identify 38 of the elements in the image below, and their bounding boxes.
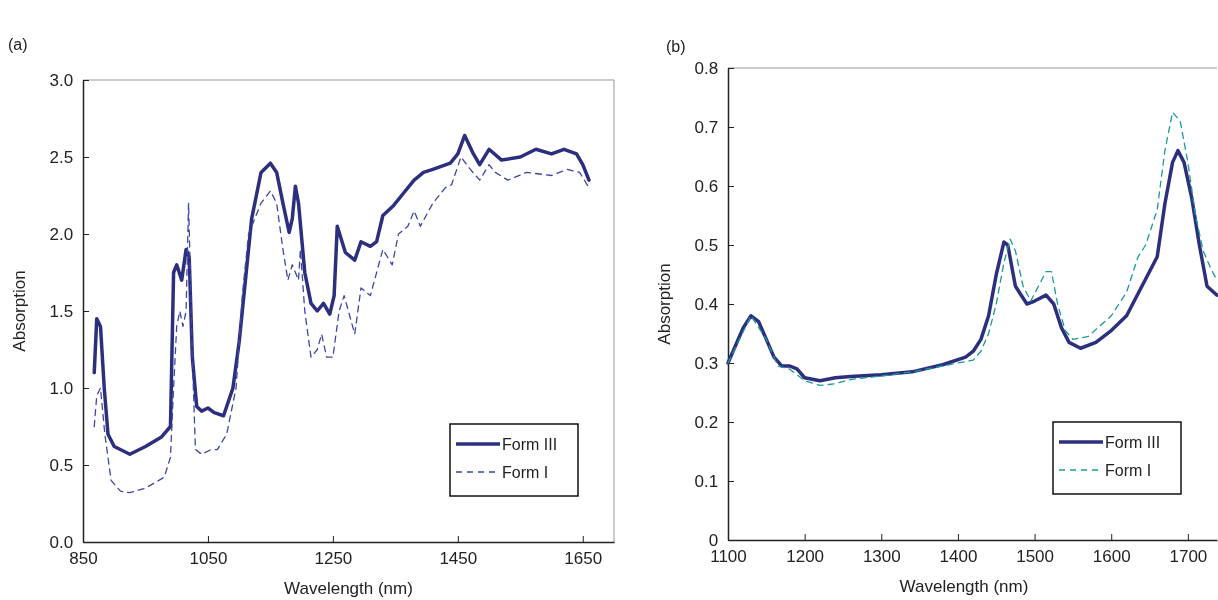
legend-label: Form III — [502, 436, 558, 453]
x-tick-label: 1400 — [939, 546, 978, 566]
x-tick-label: 1500 — [1016, 546, 1054, 566]
y-tick-label: 0.3 — [694, 353, 719, 373]
x-tick-label: 1250 — [314, 548, 353, 568]
line-series — [93, 156, 590, 494]
y-tick-label: 0.2 — [694, 412, 719, 432]
x-tick-label: 1650 — [564, 548, 603, 568]
x-tick-label: 1600 — [1092, 546, 1131, 566]
y-tick-label: 1.5 — [49, 301, 74, 321]
y-tick-label: 1.0 — [49, 378, 74, 398]
y-tick-label: 0.5 — [49, 455, 74, 475]
x-axis-title: Wavelength (nm) — [899, 577, 1029, 596]
line-series — [92, 133, 591, 456]
y-tick-label: 0.8 — [694, 58, 719, 78]
y-tick-label: 2.5 — [49, 147, 74, 167]
line-series — [727, 111, 1218, 387]
x-tick-label: 1050 — [189, 548, 228, 568]
x-tick-label: 1200 — [786, 546, 825, 566]
y-tick-label: 0.5 — [694, 235, 719, 255]
y-axis-title: Absorption — [10, 270, 29, 352]
y-tick-label: 0.6 — [694, 176, 719, 196]
y-tick-label: 2.0 — [49, 224, 74, 244]
x-tick-label: 1300 — [862, 546, 901, 566]
legend-label: Form III — [1105, 434, 1161, 451]
y-tick-label: 3.0 — [49, 70, 74, 90]
x-tick-label: 1450 — [439, 548, 478, 568]
x-axis-title: Wavelength (nm) — [284, 579, 413, 598]
y-axis-title: Absorption — [655, 263, 674, 345]
y-tick-label: 0.1 — [694, 471, 719, 491]
legend-label: Form I — [502, 464, 549, 481]
chart-title: (b) — [666, 38, 686, 55]
y-tick-label: 0.7 — [694, 117, 719, 137]
chart-title: (a) — [8, 36, 28, 53]
y-tick-label: 0.4 — [694, 294, 719, 314]
legend-label: Form I — [1105, 462, 1152, 479]
x-tick-label: 1700 — [1169, 546, 1208, 566]
line-series — [726, 148, 1218, 383]
